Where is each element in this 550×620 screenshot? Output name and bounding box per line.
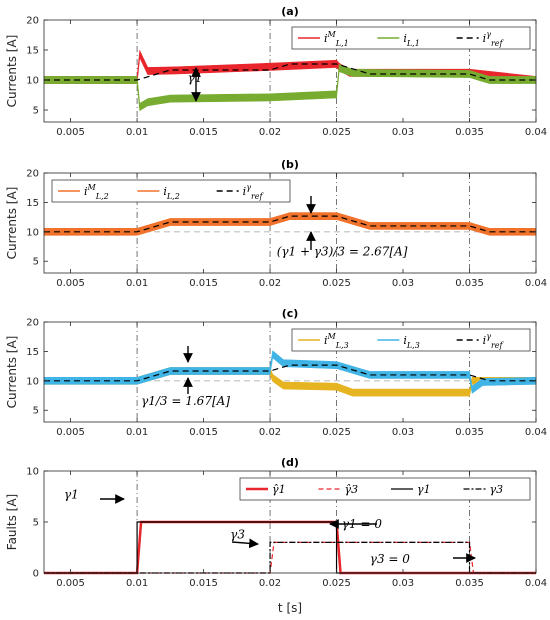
- legend-label: iL,2: [163, 185, 179, 201]
- x-tick-label: 0.005: [56, 127, 85, 138]
- x-tick-label: 0.035: [455, 578, 484, 589]
- legend-box: [291, 26, 531, 50]
- y-tick-label: 5: [33, 406, 39, 417]
- x-tick-label: 0.035: [455, 278, 484, 289]
- y-axis-label: Currents [A]: [5, 187, 19, 260]
- y-tick-label: 5: [33, 106, 39, 117]
- legend-label: iL,3: [403, 334, 419, 350]
- x-tick-label: 0.03: [392, 127, 414, 138]
- x-tick-label: 0.025: [322, 278, 351, 289]
- x-tick-label: 0.02: [259, 427, 281, 438]
- x-tick-label: 0.015: [189, 127, 218, 138]
- y-axis-label: Currents [A]: [5, 35, 19, 108]
- legend-label: γ̂3: [345, 483, 359, 496]
- panel-3: 0.005 0.01 0.015 0.02 0.025 0.03 0.035 0.04 5 10 1…: [5, 307, 547, 438]
- annotation: (γ1 + γ3)/3 = 2.67[A]: [277, 244, 408, 258]
- y-tick-label: 15: [26, 46, 39, 57]
- x-tick-label: 0.04: [525, 578, 547, 589]
- y-axis-label: Currents [A]: [5, 336, 19, 409]
- x-tick-label: 0.01: [126, 427, 148, 438]
- annotation: γ1/3 = 1.67[A]: [141, 394, 230, 408]
- y-tick-label: 20: [26, 16, 39, 27]
- series-line: [44, 364, 536, 382]
- x-tick-label: 0.03: [392, 578, 414, 589]
- annotation: γ3: [230, 527, 245, 541]
- legend-label: iγref: [483, 30, 505, 48]
- x-tick-label: 0.01: [126, 127, 148, 138]
- x-tick-label: 0.04: [525, 127, 547, 138]
- panel-title: (d): [281, 456, 299, 469]
- y-tick-label: 20: [26, 169, 39, 180]
- legend-label: γ3: [490, 483, 504, 496]
- annotation: γ3 = 0: [370, 552, 410, 566]
- legend-label: γ̂1: [272, 483, 286, 496]
- legend-label: γ1: [417, 483, 431, 496]
- legend: iML,1 iL,1 iγref: [291, 26, 531, 50]
- x-tick-label: 0.035: [455, 427, 484, 438]
- legend-label: iγref: [483, 332, 505, 350]
- axes-box: [43, 19, 537, 123]
- legend-label: iL,1: [403, 32, 419, 48]
- y-tick-label: 5: [33, 518, 39, 529]
- x-tick-label: 0.02: [259, 278, 281, 289]
- axes-box: [43, 321, 537, 423]
- x-tick-label: 0.03: [392, 427, 414, 438]
- y-tick-label: 15: [26, 198, 39, 209]
- annotation-arrow: [231, 538, 259, 549]
- annotation: γ1: [64, 488, 79, 502]
- legend: iML,3 iL,3 iγref: [291, 328, 531, 352]
- x-tick-label: 0.03: [392, 278, 414, 289]
- panel-2: 0.005 0.01 0.015 0.02 0.025 0.03 0.035 0.04 5 10 1…: [5, 158, 547, 289]
- series-line: [44, 215, 536, 233]
- legend-box: [239, 477, 531, 501]
- x-tick-label: 0.04: [525, 427, 547, 438]
- x-axis-label: t [s]: [278, 601, 302, 615]
- legend-box: [51, 179, 291, 203]
- axes-box: [43, 172, 537, 274]
- legend: iML,2 iL,2 iγref: [51, 179, 291, 203]
- series-line: [44, 63, 536, 81]
- x-tick-label: 0.02: [259, 127, 281, 138]
- y-tick-label: 5: [33, 257, 39, 268]
- y-tick-label: 10: [26, 467, 39, 478]
- legend-box: [291, 328, 531, 352]
- x-tick-label: 0.005: [56, 578, 85, 589]
- legend-label: iγref: [243, 183, 265, 201]
- x-tick-label: 0.015: [189, 278, 218, 289]
- x-tick-label: 0.005: [56, 427, 85, 438]
- legend: γ̂1 γ̂3 γ1 γ3: [239, 477, 531, 501]
- y-tick-label: 15: [26, 347, 39, 358]
- panel-title: (b): [281, 158, 299, 171]
- x-tick-label: 0.02: [259, 578, 281, 589]
- y-tick-label: 0: [33, 569, 39, 580]
- legend-label: iML,1: [324, 30, 349, 48]
- x-tick-label: 0.015: [189, 427, 218, 438]
- y-tick-label: 10: [26, 227, 39, 238]
- x-tick-label: 0.01: [126, 578, 148, 589]
- x-tick-label: 0.025: [322, 127, 351, 138]
- panel-title: (c): [282, 307, 299, 320]
- y-tick-label: 10: [26, 376, 39, 387]
- panel-4: 0.005 0.01 0.015 0.02 0.025 0.03 0.035 0.04 0 5 10…: [5, 456, 547, 589]
- x-tick-label: 0.01: [126, 278, 148, 289]
- panel-1: 0.005 0.01 0.015 0.02 0.025 0.03 0.035 0.04 5 10 1…: [5, 5, 547, 138]
- x-tick-label: 0.025: [322, 578, 351, 589]
- y-tick-label: 20: [26, 318, 39, 329]
- x-tick-label: 0.015: [189, 578, 218, 589]
- panel-title: (a): [281, 5, 298, 18]
- legend-label: iML,2: [84, 183, 109, 201]
- y-tick-label: 10: [26, 76, 39, 87]
- x-tick-label: 0.04: [525, 278, 547, 289]
- x-tick-label: 0.025: [322, 427, 351, 438]
- y-axis-label: Faults [A]: [5, 494, 19, 550]
- annotation: γ1: [188, 71, 203, 85]
- x-tick-label: 0.005: [56, 278, 85, 289]
- legend-label: iML,3: [324, 332, 349, 350]
- x-tick-label: 0.035: [455, 127, 484, 138]
